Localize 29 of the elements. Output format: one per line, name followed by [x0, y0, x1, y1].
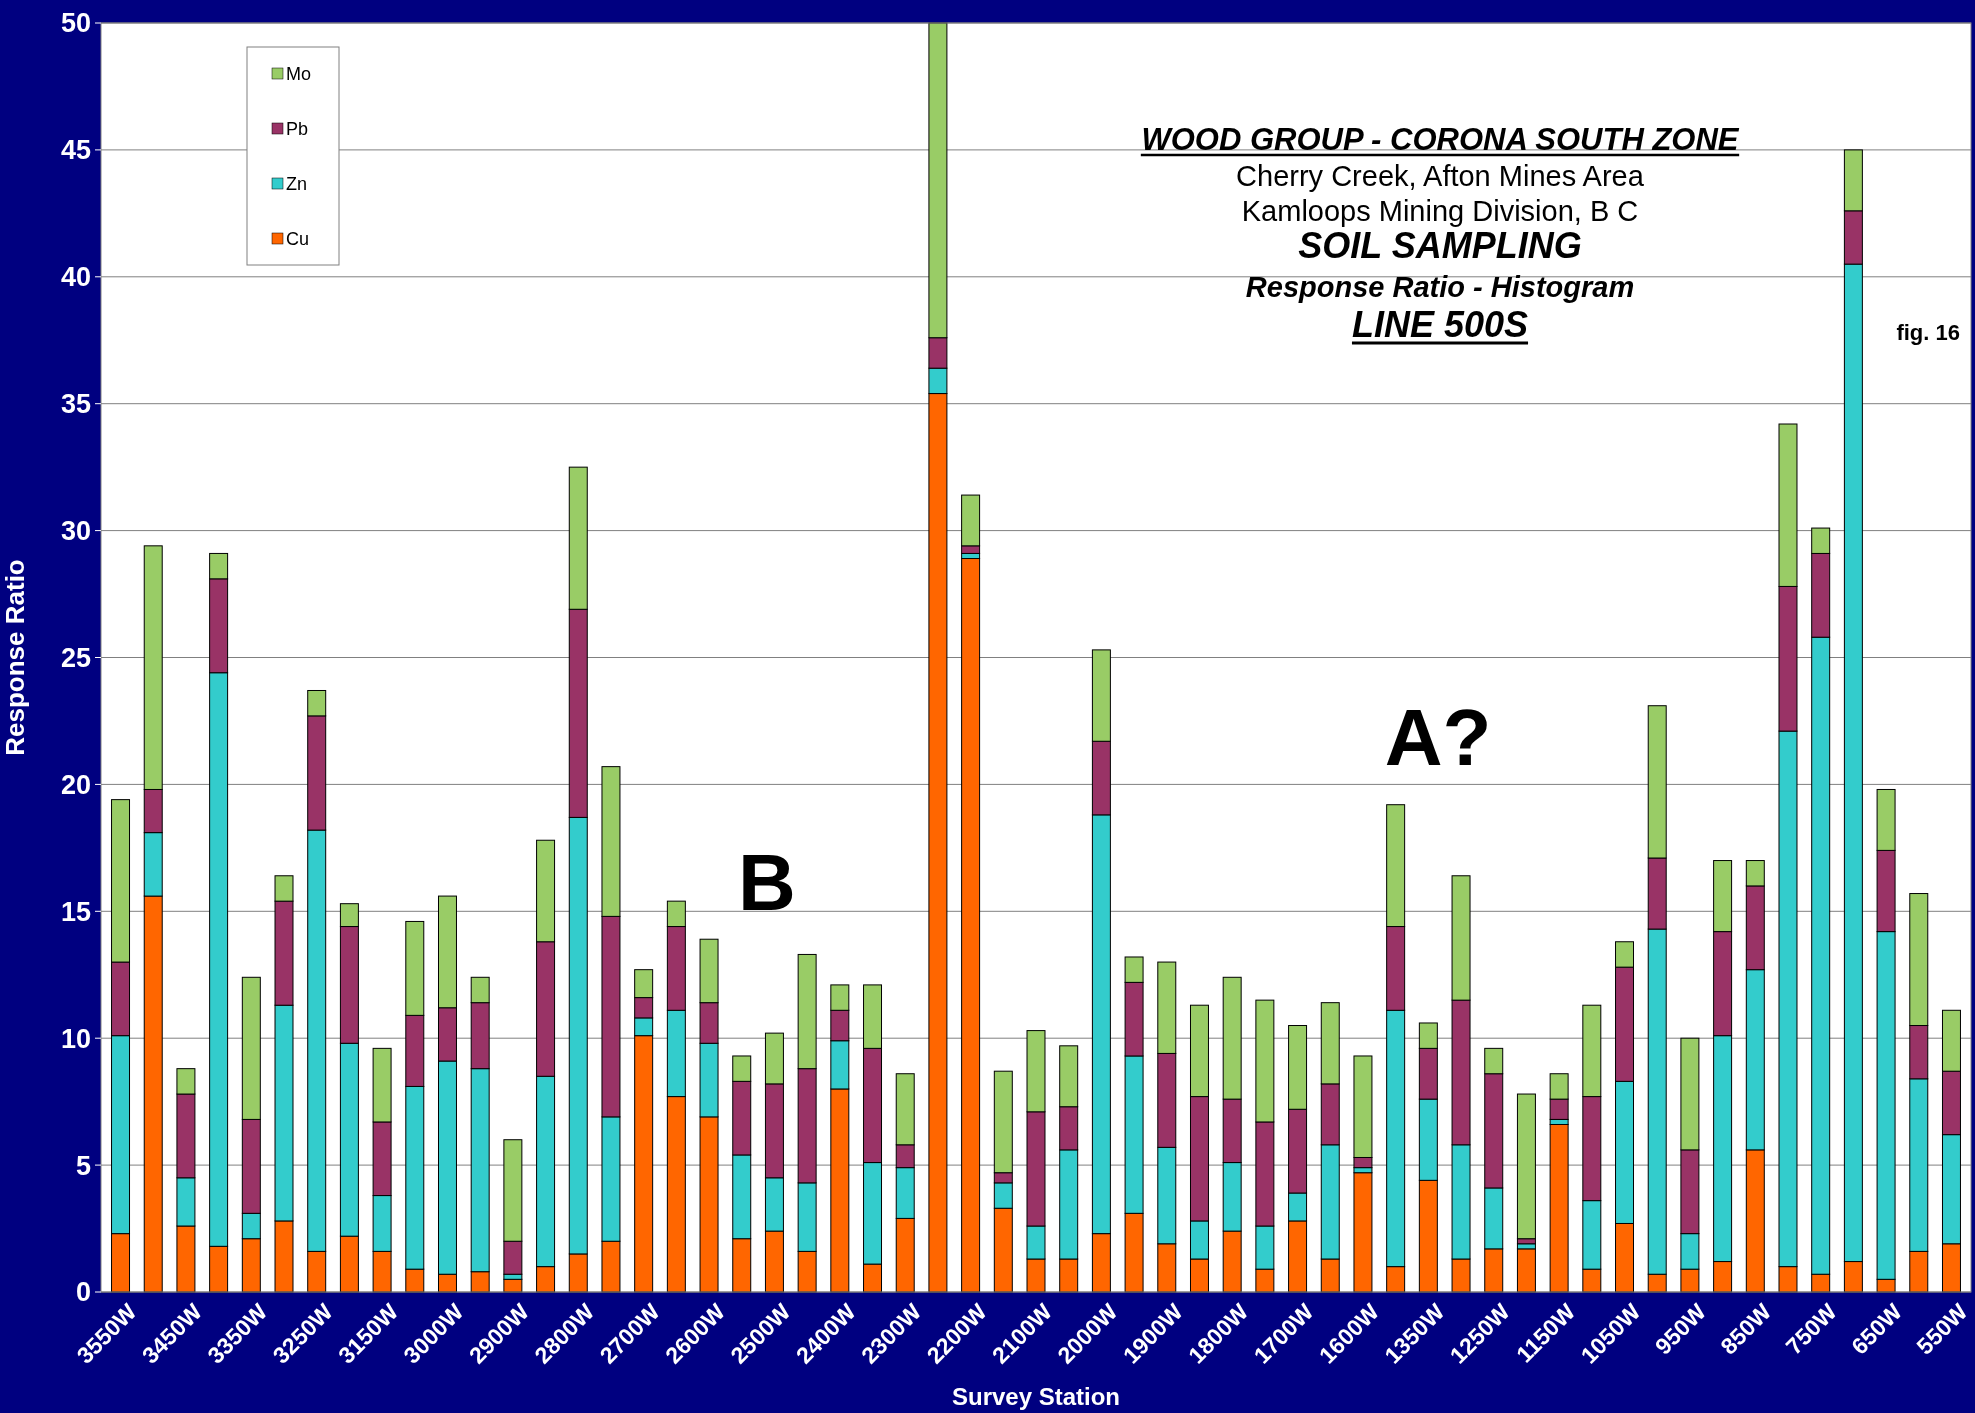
bar [1549, 1123, 1569, 1293]
y-tick-label: 40 [60, 262, 91, 293]
y-tick-label: 35 [60, 389, 91, 420]
legend-label: Pb [286, 119, 309, 140]
annotation: Response Ratio - Histogram [1245, 271, 1635, 303]
y-tick-label: 15 [60, 896, 91, 927]
y-axis-title: Response Ratio [0, 559, 30, 756]
annotation: fig. 16 [1896, 320, 1960, 345]
text: Cherry Creek, Afton Mines Area Kamloops Mining Division, B C [1236, 160, 1645, 227]
legend-label: Cu [286, 229, 310, 250]
annotation: LINE 500S [1351, 304, 1529, 345]
bar [1516, 1248, 1536, 1293]
y-tick-label: 30 [60, 516, 91, 547]
bar [1516, 1093, 1536, 1240]
annotation: B [738, 838, 796, 927]
bar [1353, 1172, 1373, 1293]
y-tick-label: 50 [60, 8, 91, 39]
y-tick-label: 45 [60, 135, 91, 166]
y-tick-label: 10 [60, 1023, 91, 1054]
text: WOOD GROUP - CORONA SOUTH ZONE [1141, 122, 1740, 157]
x-axis-title: Survey Station [951, 1383, 1121, 1410]
annotation: A? [1384, 693, 1492, 782]
legend-label: Zn [286, 174, 308, 195]
y-tick-label: 0 [75, 1277, 91, 1308]
legend-label: Mo [286, 64, 312, 85]
y-tick-label: 25 [60, 642, 91, 673]
y-tick-label: 20 [60, 769, 91, 800]
bar [961, 558, 981, 1293]
y-tick-label: 5 [75, 1150, 91, 1181]
